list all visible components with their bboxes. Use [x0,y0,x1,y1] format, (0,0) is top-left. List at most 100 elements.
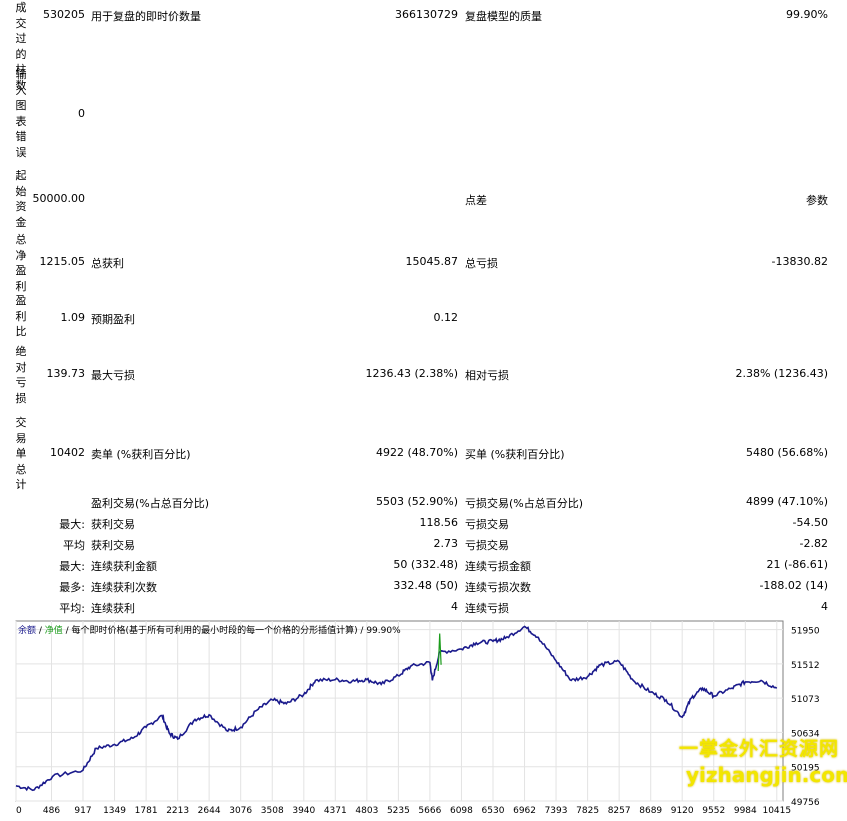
side-label-absolute-drawdown: 绝对亏损 [15,345,27,405]
x-tick-label: 6098 [450,806,473,816]
x-tick-label: 1781 [135,806,158,816]
x-tick-label: 2644 [198,806,221,816]
label-largest-profit-trade: 获利交易 [91,518,135,531]
legend-balance: 余额 [18,626,37,636]
plot-area [15,620,784,802]
label-max-consecutive-wins-count: 连续获利次数 [91,581,157,594]
y-tick-label: 51950 [791,627,820,637]
x-tick-label: 9552 [702,806,725,816]
chart-legend: 余额 / 净值 / 每个即时价格(基于所有可利用的最小时段的每一个价格的分形插值… [18,623,401,636]
x-tick-label: 1349 [103,806,126,816]
x-tick-label: 6530 [482,806,505,816]
x-tick-label: 4371 [324,806,347,816]
y-tick-label: 49756 [791,798,820,808]
label-max-consecutive-wins-money: 连续获利金额 [91,560,157,573]
value-gross-loss: -13830.82 [771,255,828,268]
y-tick-label: 51073 [791,695,820,705]
value-largest-loss-trade: -54.50 [792,516,828,529]
x-tick-label: 0 [16,806,22,816]
balance-equity-chart: 51950 51512 51073 50634 50195 49756 0 486 917 134… [15,620,847,821]
x-tick-label: 8257 [608,806,631,816]
value-average-consecutive-losses: 4 [821,600,828,613]
value-profit-factor: 1.09 [60,311,86,324]
side-label-chart-errors: 输入图表错误 [15,68,27,159]
label-relative-drawdown: 相对亏损 [465,369,509,382]
y-tick-label: 51512 [791,661,820,671]
label-maximum: 最大: [59,560,85,573]
value-modelling-quality: 99.90% [786,8,828,21]
side-label-bars: 成交过的柱数 [15,1,27,92]
x-tick-label: 9120 [671,806,694,816]
x-tick-label: 2213 [166,806,189,816]
x-tick-label: 4803 [355,806,378,816]
value-maximal-drawdown: 1236.43 (2.38%) [365,367,458,380]
value-max-consecutive-wins-money: 50 (332.48) [393,558,458,571]
value-largest-profit-trade: 118.56 [419,516,459,529]
label-largest-loss-trade: 亏损交易 [465,518,509,531]
label-loss-trades: 亏损交易(%占总百分比) [465,497,584,510]
legend-equity: 净值 [44,626,63,636]
value-max-consecutive-wins-count: 332.48 (50) [393,579,458,592]
label-ticks-modelled: 用于复盘的即时价数量 [91,10,201,23]
legend-separator: / [36,626,45,636]
x-tick-label: 8689 [639,806,662,816]
value-long-positions: 5480 (56.68%) [745,446,828,459]
value-expected-payoff: 0.12 [433,311,459,324]
x-tick-label: 486 [43,806,60,816]
label-modelling-quality: 复盘模型的质量 [465,10,542,23]
label-average: 平均 [63,539,85,552]
value-max-consecutive-losses-count: -188.02 (14) [759,579,828,592]
x-tick-label: 7825 [576,806,599,816]
label-gross-loss: 总亏损 [465,257,498,270]
value-profit-trades: 5503 (52.90%) [375,495,458,508]
label-profit-trades: 盈利交易(%占总百分比) [91,497,210,510]
value-max-consecutive-losses-money: 21 (-86.61) [766,558,828,571]
label-maximal-drawdown: 最大亏损 [91,369,135,382]
x-tick-label: 3940 [292,806,315,816]
side-label-initial-deposit: 起始资金 [15,169,27,229]
value-total-trades: 10402 [50,446,85,459]
value-short-positions: 4922 (48.70%) [375,446,458,459]
value-parameters: 参数 [806,194,828,207]
x-tick-label: 917 [74,806,91,816]
side-label-total-trades: 交易单总计 [15,416,27,491]
value-gross-profit: 15045.87 [405,255,459,268]
x-tick-label: 7393 [545,806,568,816]
label-max-consecutive-losses-count: 连续亏损次数 [465,581,531,594]
x-tick-label: 9984 [734,806,757,816]
side-label-net-profit: 总净盈利 [15,233,27,293]
label-average-profit-trade: 获利交易 [91,539,135,552]
label-average-consecutive: 平均: [59,602,85,615]
value-bars: 530205 [43,8,85,21]
label-long-positions: 买单 (%获利百分比) [465,448,565,461]
x-tick-label: 3076 [229,806,252,816]
chart-svg: 51950 51512 51073 50634 50195 49756 0 486 917 134… [15,620,820,816]
x-tick-label: 6962 [513,806,536,816]
value-loss-trades: 4899 (47.10%) [745,495,828,508]
value-ticks-modelled: 366130729 [395,8,458,21]
label-average-loss-trade: 亏损交易 [465,539,509,552]
value-relative-drawdown: 2.38% (1236.43) [735,367,828,380]
x-tick-label: 5235 [387,806,410,816]
y-tick-label: 50634 [791,729,820,739]
value-average-profit-trade: 2.73 [433,537,459,550]
label-average-consecutive-wins: 连续获利 [91,602,135,615]
balance-line [15,625,778,792]
legend-description: / 每个即时价格(基于所有可利用的最小时段的每一个价格的分形插值计算) / 99… [62,626,401,636]
equity-line [437,633,442,672]
label-gross-profit: 总获利 [91,257,124,270]
value-chart-errors: 0 [78,107,85,120]
value-initial-deposit: 50000.00 [32,192,86,205]
label-spread: 点差 [465,194,487,207]
label-average-consecutive-losses: 连续亏损 [465,602,509,615]
label-expected-payoff: 预期盈利 [91,313,135,326]
label-largest: 最大: [59,518,85,531]
label-max-consecutive-losses-money: 连续亏损金额 [465,560,531,573]
label-short-positions: 卖单 (%获利百分比) [91,448,191,461]
x-tick-label: 10415 [762,806,791,816]
value-net-profit: 1215.05 [39,255,86,268]
watermark-url: yizhangjin.com [686,763,847,787]
y-tick-label: 50195 [791,764,820,774]
x-tick-label: 5666 [418,806,441,816]
watermark-title: 一掌金外汇资源网 [679,738,840,760]
